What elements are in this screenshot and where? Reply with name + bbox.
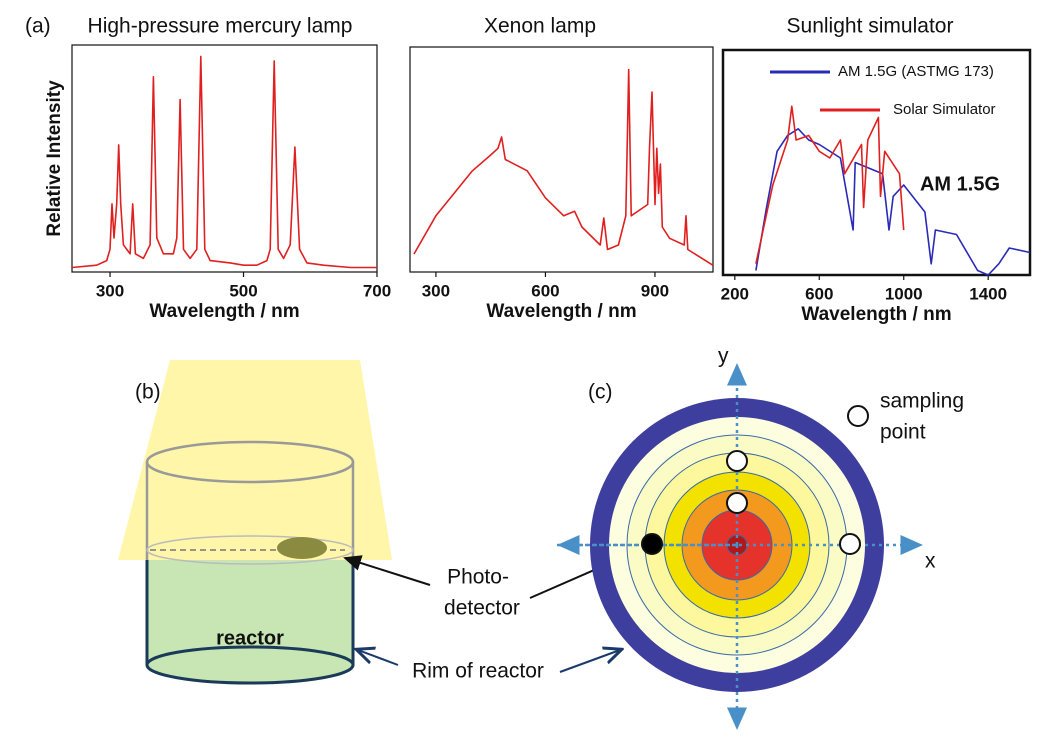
annotation: AM 1.5G: [920, 173, 1000, 195]
sampling-point: [726, 450, 748, 472]
sampling-point: [726, 492, 748, 514]
panel-label: (b): [135, 381, 161, 404]
panel-label: (a): [25, 15, 51, 38]
reactor-bottom: [145, 645, 355, 685]
spectrum-line: [755, 128, 1031, 276]
x-tick-label: 1000: [885, 284, 923, 303]
light-cone: [118, 360, 392, 560]
chart-title: Xenon lamp: [484, 15, 596, 38]
arrow: [343, 555, 431, 586]
plot-frame: [721, 48, 1032, 277]
spectrum-line: [71, 55, 377, 269]
x-tick-label: 900: [641, 281, 669, 300]
x-tick-label: 700: [363, 281, 391, 300]
legend-label: Solar Simulator: [893, 101, 996, 118]
x-tick-label: 300: [422, 281, 450, 300]
chart-title: Sunlight simulator: [787, 15, 954, 38]
panel-label: (c): [588, 381, 613, 404]
x-tick-label: 500: [229, 281, 257, 300]
legend-label: point: [880, 421, 926, 444]
x-tick-label: 1400: [969, 284, 1007, 303]
axis-label: y: [718, 345, 729, 368]
chart-title: High-pressure mercury lamp: [88, 15, 353, 38]
arrow: [358, 650, 399, 666]
legend-marker: [847, 405, 869, 427]
legend-label: sampling: [880, 390, 964, 413]
x-tick-label: 600: [805, 284, 833, 303]
detector-label: Photo-: [447, 566, 509, 589]
x-axis-label: Wavelength / nm: [801, 304, 951, 325]
x-axis-label: Wavelength / nm: [149, 301, 299, 322]
x-tick-label: 600: [531, 281, 559, 300]
y-axis-label: Relative Intensity: [44, 80, 65, 237]
x-tick-label: 300: [96, 281, 124, 300]
detector-label: detector: [444, 597, 520, 620]
axis-label: x: [925, 550, 936, 573]
spectrum-line: [755, 105, 905, 264]
detector-plane: [146, 535, 354, 565]
cylinder-top: [145, 440, 355, 484]
diagram-c: sampling point y x (c): [557, 345, 964, 730]
x-axis-label: Wavelength / nm: [486, 301, 636, 322]
photodetector: [277, 537, 327, 559]
plot-frame: [409, 46, 714, 273]
reactor-label: reactor: [216, 627, 284, 649]
spectrum-line: [413, 68, 714, 266]
arrow: [559, 650, 620, 673]
diagram-b: (b) reactor Photo- detector Rim of react…: [118, 360, 642, 685]
sampling-point: [839, 533, 861, 555]
rim-label: Rim of reactor: [412, 660, 544, 683]
legend-label: AM 1.5G (ASTMG 173): [838, 63, 994, 80]
photodetector-point: [641, 533, 663, 555]
x-tick-label: 200: [721, 284, 749, 303]
plot-frame: [71, 44, 378, 273]
